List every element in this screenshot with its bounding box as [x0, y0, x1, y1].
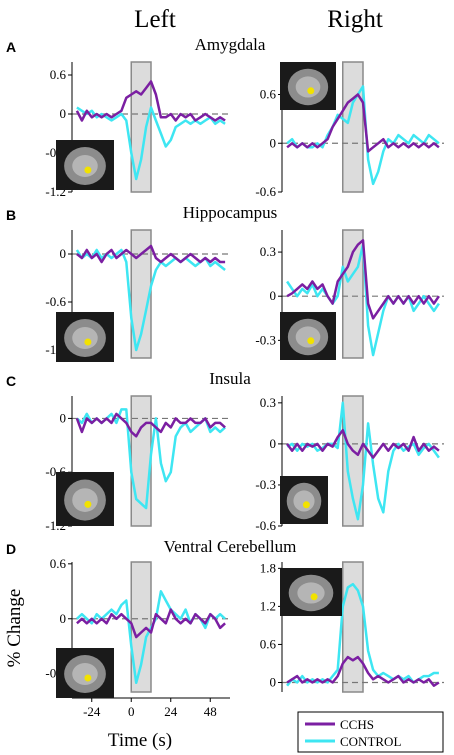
y-tick-label: 0.6 — [50, 556, 67, 571]
y-tick-label: 0.3 — [260, 395, 276, 410]
mri-brain-inner — [72, 155, 98, 177]
legend-label-control: CONTROL — [340, 734, 401, 749]
chart-2-right: 0.3 0 -0.3 -0.6 — [255, 395, 444, 533]
stimulus-period — [130, 229, 152, 359]
mri-roi-marker — [84, 166, 92, 174]
mri-brain-inner — [72, 488, 98, 512]
region-title: Insula — [209, 369, 251, 388]
chart-panels: AmygdalaA0.60-0.6-1.20.60-0.6Hippocampus… — [6, 35, 444, 719]
y-tick-label: 0.3 — [260, 244, 276, 259]
y-tick-label: 0 — [60, 611, 67, 626]
panel-label: A — [6, 39, 16, 55]
x-tick-label: 0 — [128, 704, 135, 719]
mri-brain-inner — [72, 327, 98, 349]
mri-roi-marker — [84, 674, 92, 682]
series-line-cchs — [286, 655, 440, 687]
chart-0-right: 0.6 0 -0.6 — [255, 61, 444, 199]
stimulus-period — [342, 61, 364, 193]
stimulus-period — [342, 395, 364, 527]
legend-box — [297, 711, 444, 753]
mri-roi-marker — [302, 501, 310, 509]
left-column-title: Left — [134, 6, 176, 33]
mri-roi-marker — [310, 593, 318, 601]
series-line-control — [286, 401, 440, 521]
y-tick-label: 0.6 — [260, 636, 277, 651]
stimulus-period — [342, 561, 364, 693]
series-line-cchs — [75, 412, 226, 438]
region-title: Ventral Cerebellum — [164, 537, 297, 556]
chart-3-right: 1.8 1.2 0.6 0 — [260, 560, 444, 693]
series-line-cchs — [286, 428, 440, 459]
panel-label: D — [6, 541, 16, 557]
y-tick-label: -0.6 — [255, 518, 276, 533]
series-line-cchs — [76, 244, 226, 264]
y-tick-label: -0.3 — [255, 332, 276, 347]
chart-1-right: 0.3 0 -0.3 — [255, 229, 444, 360]
stimulus-period — [130, 395, 152, 527]
series-line-cchs — [76, 608, 226, 639]
mri-brain-inner — [295, 326, 321, 348]
x-tick-label: 48 — [204, 704, 217, 719]
mri-roi-marker — [84, 500, 92, 508]
series-line-cchs — [75, 80, 226, 122]
y-tick-label: 0 — [270, 674, 277, 689]
mri-brain-inner — [297, 582, 325, 604]
x-tick-label: -24 — [83, 704, 101, 719]
y-tick-label: 1.2 — [260, 598, 276, 613]
y-tick-label: 0 — [60, 106, 67, 121]
panel-label: B — [6, 207, 16, 223]
region-title: Amygdala — [195, 35, 266, 54]
y-tick-label: 0 — [60, 246, 67, 261]
y-axis-label: % Change — [4, 589, 25, 668]
y-tick-label: 0 — [60, 410, 67, 425]
x-axis-label: Time (s) — [108, 730, 172, 751]
y-tick-label: 1.8 — [260, 560, 276, 575]
legend-label-cchs: CCHS — [340, 717, 374, 732]
y-tick-label: 0 — [270, 436, 277, 451]
y-tick-label: -0.3 — [255, 477, 276, 492]
right-column-title: Right — [327, 6, 383, 33]
region-title: Hippocampus — [183, 203, 277, 222]
y-tick-label: 0 — [270, 135, 277, 150]
y-tick-label: -0.6 — [45, 294, 66, 309]
stimulus-period — [130, 61, 152, 193]
y-tick-label: -0.6 — [255, 184, 276, 199]
y-tick-label: 0 — [270, 288, 277, 303]
series-line-cchs — [286, 93, 440, 153]
mri-roi-marker — [307, 87, 315, 95]
panel-label: C — [6, 373, 16, 389]
series-line-control — [76, 106, 226, 181]
x-tick-label: 24 — [164, 704, 178, 719]
series-line-cchs — [286, 239, 440, 320]
mri-brain-inner — [72, 663, 98, 685]
mri-roi-marker — [307, 337, 315, 345]
mri-roi-marker — [84, 338, 92, 346]
series-line-control — [286, 85, 440, 186]
y-tick-label: 0.6 — [260, 87, 277, 102]
mri-brain-inner — [293, 490, 315, 512]
legend: CCHS CONTROL — [297, 711, 444, 753]
mri-brain-inner — [295, 76, 321, 98]
stimulus-period — [342, 229, 364, 359]
y-tick-label: 0.6 — [50, 67, 67, 82]
